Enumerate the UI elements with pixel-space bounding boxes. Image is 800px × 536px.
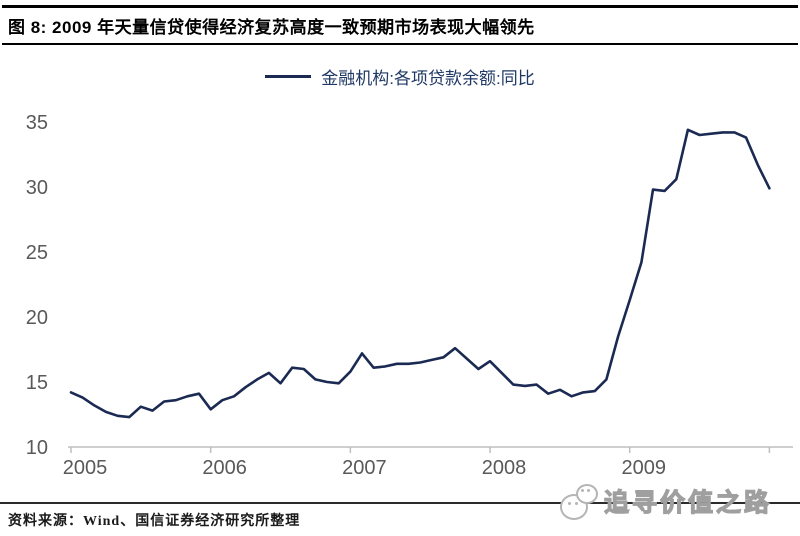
y-tick-label: 20 — [26, 307, 48, 329]
y-tick-label: 25 — [26, 242, 48, 264]
title-underline-rule — [2, 43, 798, 45]
legend-label: 金融机构:各项贷款余额:同比 — [321, 68, 535, 88]
y-tick-label: 10 — [26, 437, 48, 459]
footer-rule — [0, 502, 800, 504]
watermark-text: 追寻价值之路 — [603, 488, 772, 517]
x-tick-label: 2007 — [342, 457, 387, 479]
chat-bubbles-icon — [558, 482, 600, 520]
source-note: 资料来源：Wind、国信证券经济研究所整理 — [8, 514, 301, 529]
y-axis-labels: 10 15 20 25 30 35 — [26, 112, 48, 459]
y-tick-label: 15 — [26, 372, 48, 394]
x-axis-ticks — [70, 447, 771, 453]
page-title: 图 8: 2009 年天量信贷使得经济复苏高度一致预期市场表现大幅领先 — [8, 18, 535, 37]
x-tick-label: 2006 — [202, 457, 247, 479]
x-axis-labels: 2005 2006 2007 2008 2009 — [63, 457, 666, 479]
y-tick-label: 30 — [26, 177, 48, 199]
legend-line-swatch — [265, 74, 312, 78]
x-axis: 2005 2006 2007 2008 2009 — [63, 446, 793, 479]
x-tick-label: 2008 — [482, 457, 527, 479]
x-tick-label: 2005 — [63, 457, 108, 479]
y-tick-label: 35 — [26, 112, 48, 134]
series-line-loan-yoy — [69, 128, 771, 419]
chart-legend: 金融机构:各项贷款余额:同比 — [0, 63, 800, 89]
top-border-rule — [2, 5, 798, 8]
x-tick-label: 2009 — [621, 457, 666, 479]
watermark: 追寻价值之路 — [558, 481, 772, 521]
